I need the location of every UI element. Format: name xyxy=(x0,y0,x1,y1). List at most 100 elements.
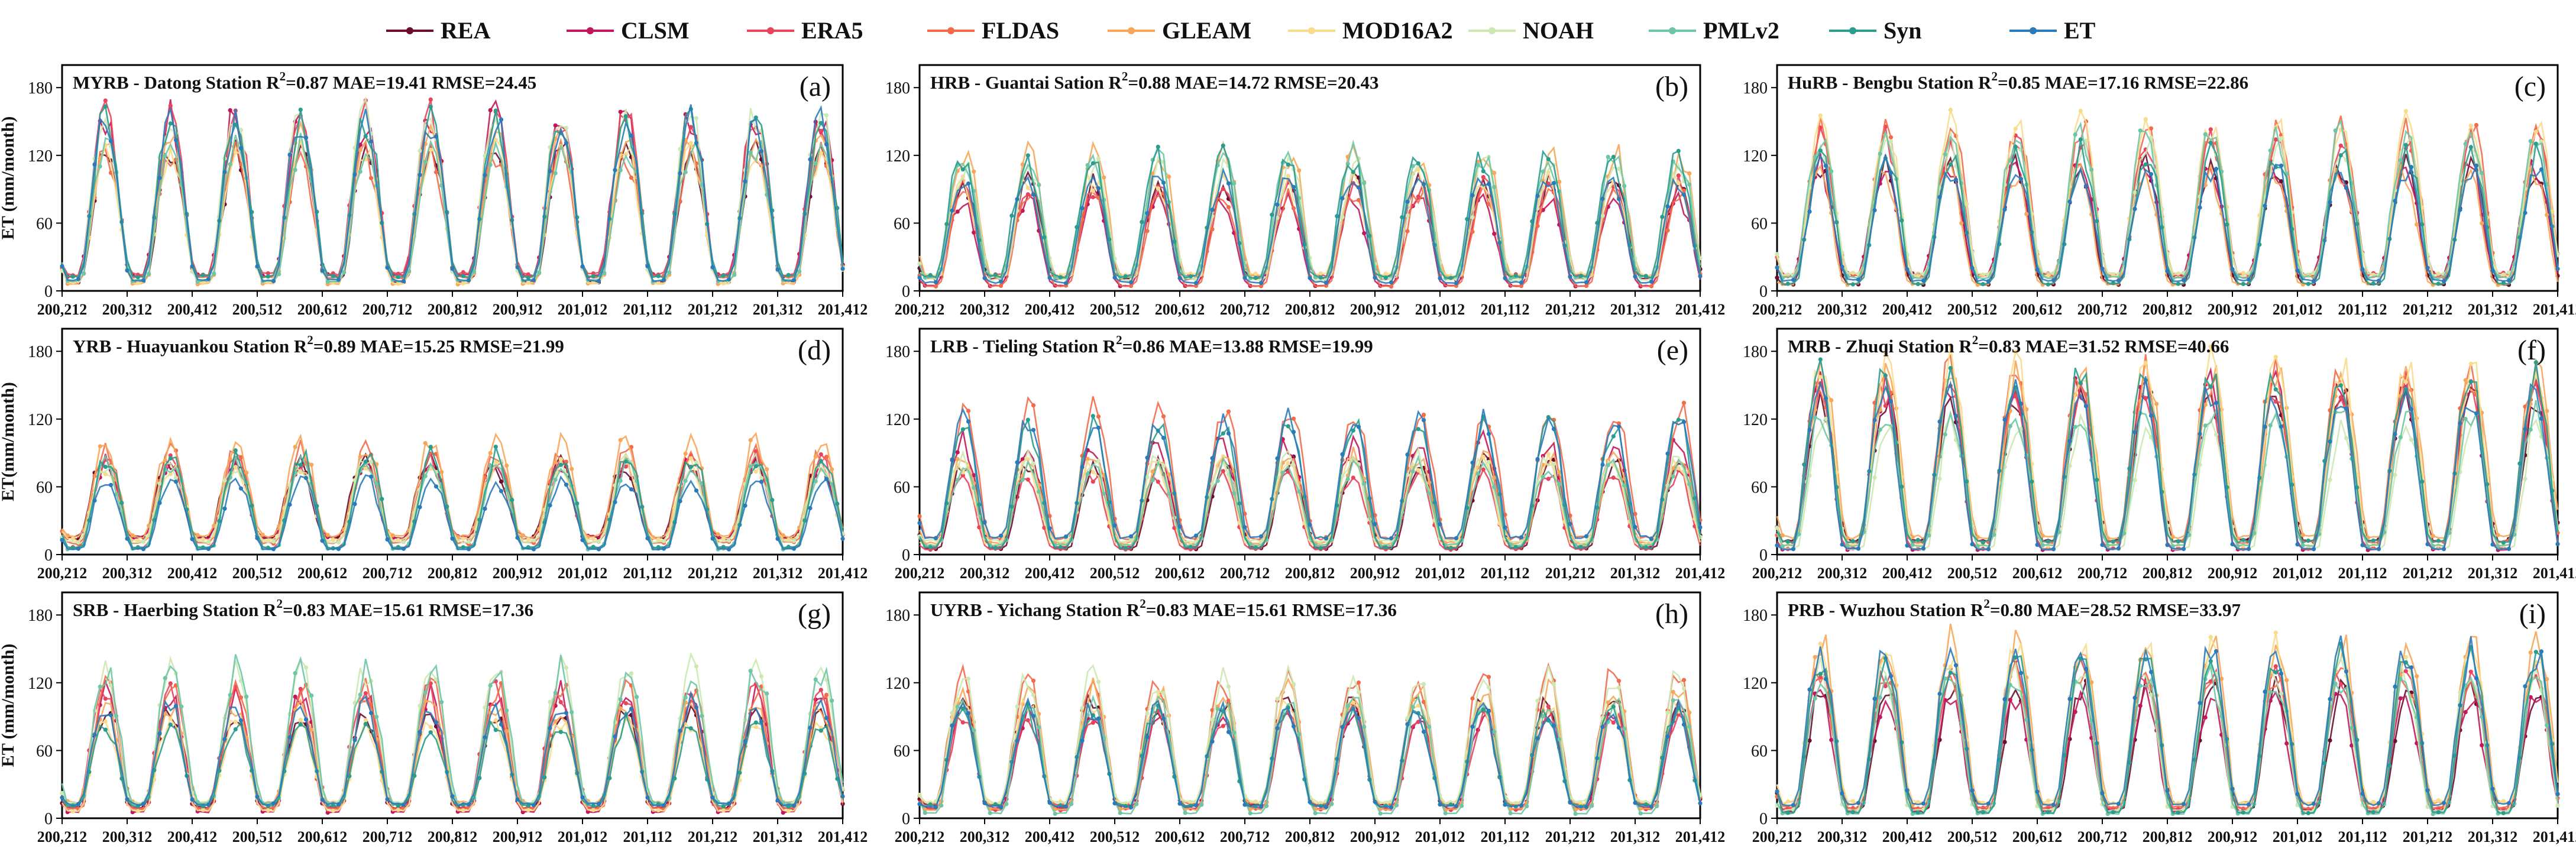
data-point xyxy=(1183,811,1187,815)
data-point xyxy=(656,274,661,278)
legend-item-mod16a2: MOD16A2 xyxy=(1288,17,1453,44)
data-point xyxy=(108,482,114,487)
data-point xyxy=(2067,439,2072,443)
data-point xyxy=(2311,547,2316,552)
data-point xyxy=(1492,485,1497,490)
data-point xyxy=(233,122,238,127)
data-point xyxy=(1031,678,1036,683)
data-point xyxy=(1888,673,1894,679)
data-point xyxy=(928,273,933,277)
y-tick-label: 0 xyxy=(1759,283,1768,301)
data-point xyxy=(520,533,525,538)
data-point xyxy=(645,264,650,268)
data-point xyxy=(466,539,471,545)
x-tick-label: 200,812 xyxy=(1285,565,1335,582)
data-point xyxy=(1232,181,1237,186)
data-point xyxy=(179,704,184,709)
data-point xyxy=(2496,533,2500,537)
series-era5 xyxy=(61,97,844,278)
x-tick-label: 200,512 xyxy=(232,828,283,845)
x-tick-label: 201,312 xyxy=(2468,828,2518,845)
data-point xyxy=(98,684,102,689)
data-point xyxy=(2083,404,2089,409)
data-point xyxy=(358,169,363,174)
legend-item-syn: Syn xyxy=(1829,17,1922,44)
data-point xyxy=(1649,279,1654,284)
data-point xyxy=(791,539,797,543)
data-point xyxy=(661,803,666,808)
data-point xyxy=(2225,222,2229,227)
data-point xyxy=(721,273,726,278)
data-point xyxy=(1080,206,1085,210)
data-point xyxy=(1980,282,1985,287)
data-point xyxy=(1308,799,1312,804)
data-point xyxy=(2533,141,2538,146)
data-point xyxy=(1421,413,1426,417)
data-point xyxy=(791,278,797,283)
x-tick-label: 201,012 xyxy=(1415,301,1465,318)
data-point xyxy=(92,162,97,167)
data-point xyxy=(1785,799,1790,804)
data-point xyxy=(1102,175,1106,180)
data-point xyxy=(580,795,585,800)
data-point xyxy=(2338,395,2343,400)
data-point xyxy=(1584,534,1589,539)
data-point xyxy=(629,175,634,180)
data-point xyxy=(1481,454,1486,459)
panel-label: (e) xyxy=(1657,335,1688,366)
data-point xyxy=(1813,696,1817,701)
data-point xyxy=(1878,715,1882,720)
data-point xyxy=(1323,536,1329,541)
data-point xyxy=(325,533,330,537)
data-point xyxy=(1373,799,1377,804)
data-point xyxy=(1193,533,1199,538)
data-point xyxy=(1840,264,1844,269)
data-point xyxy=(2138,128,2143,133)
data-point xyxy=(1470,696,1475,701)
legend-marker xyxy=(2030,27,2037,34)
data-point xyxy=(2067,199,2072,204)
data-point xyxy=(1492,231,1497,236)
data-point xyxy=(2539,139,2544,144)
x-tick-label: 200,212 xyxy=(37,301,88,318)
data-point xyxy=(2311,278,2316,283)
data-point xyxy=(700,183,704,187)
data-point xyxy=(1015,738,1020,743)
data-point xyxy=(168,121,173,126)
data-point xyxy=(1775,265,1779,270)
data-point xyxy=(1470,229,1475,234)
data-point xyxy=(336,277,341,282)
data-point xyxy=(1025,186,1030,190)
data-point xyxy=(1681,686,1687,691)
data-point xyxy=(830,698,834,703)
data-point xyxy=(591,803,596,808)
x-tick-label: 200,312 xyxy=(102,301,153,318)
data-point xyxy=(1665,228,1670,233)
data-point xyxy=(1015,460,1020,465)
data-point xyxy=(1470,461,1475,465)
data-point xyxy=(775,267,780,272)
data-point xyxy=(1948,162,1953,167)
data-point xyxy=(966,419,971,424)
data-point xyxy=(2024,212,2029,216)
data-point xyxy=(656,808,661,813)
data-point xyxy=(2100,543,2105,547)
data-point xyxy=(70,274,75,279)
data-point xyxy=(955,456,960,462)
data-point xyxy=(1383,545,1388,550)
data-point xyxy=(331,808,335,813)
x-tick-label: 200,912 xyxy=(2208,301,2258,318)
x-tick-label: 200,712 xyxy=(363,565,413,582)
data-point xyxy=(2468,361,2473,366)
data-point xyxy=(694,705,699,709)
data-point xyxy=(1025,477,1030,482)
data-point xyxy=(993,273,998,277)
data-point xyxy=(1905,788,1910,793)
data-point xyxy=(293,445,297,449)
data-point xyxy=(103,472,108,477)
data-point xyxy=(1096,186,1101,191)
y-tick-label: 120 xyxy=(885,675,910,693)
data-point xyxy=(206,546,211,552)
data-point xyxy=(753,720,758,725)
